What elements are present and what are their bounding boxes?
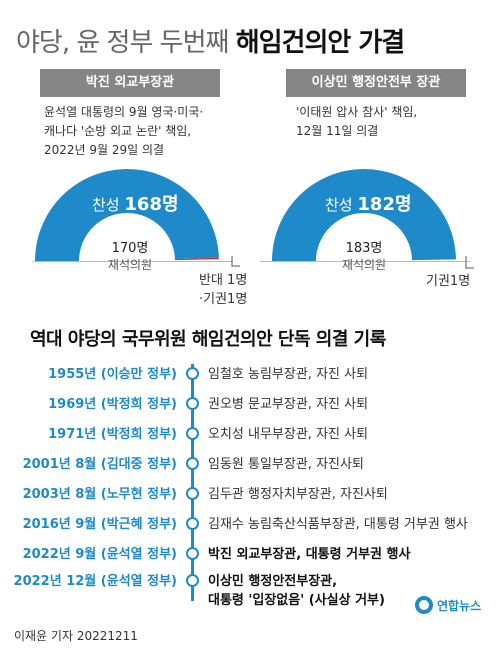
donut-hole [316, 213, 412, 264]
timeline-row: 1969년 (박정희 정부) 권오병 문교부장관, 자진 사퇴 [0, 393, 500, 425]
credit: 이재윤 기자 20221211 [14, 629, 138, 643]
panel-1-callout-line [231, 256, 240, 267]
logo-icon [415, 596, 433, 614]
timeline-event: 박진 외교부장관, 대통령 거부권 행사 [208, 547, 411, 562]
timeline-dot [186, 487, 199, 500]
logo: 연합뉴스 [415, 596, 481, 614]
page-title: 야당, 윤 정부 두번째 해임건의안 가결 [16, 28, 405, 58]
timeline-dot [186, 457, 199, 470]
panel-2-header: 이상민 행정안전부 장관 [286, 69, 466, 97]
timeline-event: 임동원 통일부장관, 자진사퇴 [208, 457, 364, 472]
timeline-year: 2003년 8월 (노무현 정부) [22, 487, 177, 502]
donut-hole [79, 213, 175, 264]
panel-1-description: 윤석열 대통령의 9월 영국·미국· 캐나다 '순방 외교 논란' 책임, 20… [44, 105, 204, 157]
timeline-row: 2003년 8월 (노무현 정부) 김두관 행정자치부장관, 자진사퇴 [0, 483, 500, 515]
timeline-year: 2001년 8월 (김대중 정부) [22, 457, 177, 472]
timeline-dot [186, 397, 199, 410]
panel-2-description: '이태원 압사 참사' 책임, 12월 11일 의결 [296, 105, 418, 138]
panel-1-side-votes: 반대 1명 ·기권1명 [199, 273, 248, 307]
panel-1-semicircle-chart [33, 168, 233, 264]
section-title: 역대 야당의 국무위원 해임건의안 단독 의결 기록 [30, 329, 386, 350]
timeline-year: 1969년 (박정희 정부) [48, 397, 177, 412]
panel-1-header: 박진 외교부장관 [40, 69, 220, 97]
timeline-row: 2001년 8월 (김대중 정부) 임동원 통일부장관, 자진사퇴 [0, 453, 500, 485]
timeline-event: 권오병 문교부장관, 자진 사퇴 [208, 397, 369, 412]
panel-2-side-votes: 기권1명 [426, 274, 471, 289]
timeline-event: 임철호 농림부장관, 자진 사퇴 [208, 367, 369, 382]
timeline-event: 김재수 농림축산식품부장관, 대통령 거부권 행사 [208, 517, 468, 532]
panel-2-semicircle-chart [260, 168, 470, 264]
timeline-dot [186, 517, 199, 530]
timeline-row: 1955년 (이승만 정부) 임철호 농림부장관, 자진 사퇴 [0, 363, 500, 395]
panel-1-present: 170명 재석의원 [107, 241, 153, 272]
timeline-event: 오치성 내무부장관, 자진 사퇴 [208, 427, 369, 442]
panel-1-favor-label: 찬성 168명 [92, 194, 179, 215]
timeline-row: 2016년 9월 (박근혜 정부) 김재수 농림축산식품부장관, 대통령 거부권 … [0, 513, 500, 545]
timeline-year: 2022년 12월 (윤석열 정부) [13, 574, 177, 589]
timeline-year: 2022년 9월 (윤석열 정부) [22, 547, 177, 562]
timeline-row: 1971년 (박정희 정부) 오치성 내무부장관, 자진 사퇴 [0, 423, 500, 455]
timeline-dot [186, 427, 199, 440]
timeline-line [191, 364, 194, 601]
timeline-dot [186, 547, 199, 560]
panel-2-callout-line [465, 256, 474, 269]
timeline-event: 이상민 행정안전부장관, 대통령 '입장없음' (사실상 거부) [208, 574, 385, 608]
panel-2-favor-label: 찬성 182명 [325, 194, 412, 215]
panel-2-present: 183명 재석의원 [341, 241, 387, 272]
timeline-year: 1955년 (이승만 정부) [48, 367, 177, 382]
timeline-dot [186, 574, 199, 587]
timeline-row: 2022년 9월 (윤석열 정부) 박진 외교부장관, 대통령 거부권 행사 [0, 543, 500, 575]
timeline-dot [186, 367, 199, 380]
timeline-year: 1971년 (박정희 정부) [48, 427, 177, 442]
timeline-row: 2022년 12월 (윤석열 정부) 이상민 행정안전부장관, 대통령 '입장없음'… [0, 570, 500, 608]
timeline-event: 김두관 행정자치부장관, 자진사퇴 [208, 487, 388, 502]
timeline-year: 2016년 9월 (박근혜 정부) [22, 517, 177, 532]
